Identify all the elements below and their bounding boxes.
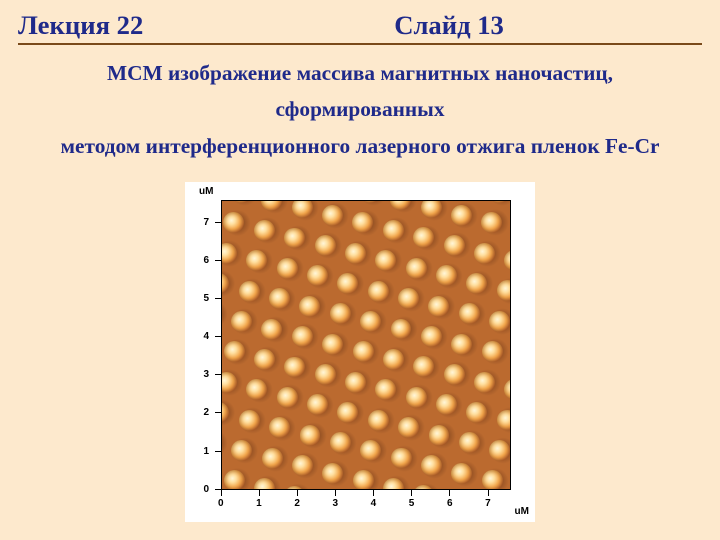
nanoparticle-dot — [421, 455, 442, 476]
slide: Лекция 22 Слайд 13 МСМ изображение масси… — [0, 0, 720, 540]
nanoparticle-dot — [459, 303, 480, 324]
nanoparticle-dot — [504, 379, 511, 400]
nanoparticle-dot — [322, 334, 343, 355]
nanoparticle-dot — [421, 326, 442, 347]
subtitle-line-1: МСМ изображение массива магнитных наноча… — [107, 61, 613, 121]
nanoparticle-dot — [262, 448, 283, 469]
nanoparticle-dot — [353, 470, 374, 489]
nanoparticle-dot — [315, 235, 336, 256]
x-tick-label: 1 — [256, 498, 262, 509]
x-tick-label: 0 — [218, 498, 224, 509]
nanoparticle-dot — [261, 319, 282, 340]
nanoparticle-dot — [239, 281, 260, 302]
nanoparticle-dot — [444, 364, 465, 385]
nanoparticle-dot — [277, 258, 298, 279]
y-tick-label: 1 — [203, 446, 209, 457]
x-tick-mark — [297, 490, 298, 496]
lattice-shade — [221, 301, 228, 328]
nanoparticle-dot — [292, 326, 313, 347]
y-tick-label: 7 — [203, 217, 209, 228]
nanoparticle-dot — [459, 432, 480, 453]
nanoparticle-dot — [292, 455, 313, 476]
nanoparticle-dot — [504, 250, 511, 271]
nanoparticle-dot — [482, 470, 503, 490]
y-tick-label: 0 — [203, 484, 209, 495]
y-tick-label: 3 — [203, 369, 209, 380]
x-tick-mark — [488, 490, 489, 496]
plot-area — [221, 200, 511, 490]
nanoparticle-dot — [360, 440, 381, 461]
mfm-figure: uM uM 0 1 2 3 4 5 6 7 0 1 2 3 4 5 6 7 — [185, 182, 535, 522]
nanoparticle-dot — [368, 410, 389, 431]
nanoparticle-dot — [482, 341, 503, 362]
nanoparticle-dot — [345, 243, 366, 264]
nanoparticle-dot — [489, 311, 510, 332]
nanoparticle-dot — [330, 303, 351, 324]
nanoparticle-dot — [322, 463, 343, 484]
nanoparticle-dot — [322, 205, 343, 226]
nanoparticle-dot — [406, 258, 427, 279]
nanoparticle-dot — [489, 440, 510, 461]
nanoparticle-dot — [428, 296, 449, 317]
nanoparticle-dot — [451, 463, 472, 484]
nanoparticle-dot — [451, 334, 472, 355]
nanoparticle-dot — [391, 448, 412, 469]
nanoparticle-dot — [383, 220, 404, 241]
x-tick-label: 6 — [447, 498, 453, 509]
slide-header: Лекция 22 Слайд 13 — [18, 10, 702, 45]
nanoparticle-dot — [451, 205, 472, 226]
nanoparticle-dot — [383, 349, 404, 370]
x-tick-mark — [221, 490, 222, 496]
x-tick-mark — [373, 490, 374, 496]
x-axis-ticks: 0 1 2 3 4 5 6 7 — [221, 490, 511, 514]
x-tick-label: 4 — [371, 498, 377, 509]
x-tick-label: 3 — [332, 498, 338, 509]
nanoparticle-dot — [474, 372, 495, 393]
lattice-shade — [221, 430, 228, 457]
y-axis-ticks: 01234567 — [185, 200, 221, 490]
nanoparticle-dot — [254, 349, 275, 370]
nanoparticle-dot — [224, 341, 245, 362]
y-tick-label: 5 — [203, 293, 209, 304]
nanoparticle-dot — [300, 425, 321, 446]
nanoparticle-dot — [429, 425, 450, 446]
figure-container: uM uM 0 1 2 3 4 5 6 7 0 1 2 3 4 5 6 7 — [18, 182, 702, 522]
x-axis-unit: uM — [515, 506, 529, 517]
x-tick-label: 5 — [409, 498, 415, 509]
nanoparticle-dot — [224, 470, 245, 489]
y-tick-label: 6 — [203, 255, 209, 266]
nanoparticle-dot — [474, 243, 495, 264]
nanoparticle-dot — [368, 281, 389, 302]
lecture-number: Лекция 22 — [18, 10, 394, 41]
nanoparticle-dot — [360, 311, 381, 332]
nanoparticle-dot — [444, 235, 465, 256]
x-tick-mark — [449, 490, 450, 496]
x-tick-mark — [411, 490, 412, 496]
x-tick-mark — [259, 490, 260, 496]
y-axis-unit: uM — [199, 186, 213, 197]
x-tick-mark — [335, 490, 336, 496]
slide-number: Слайд 13 — [394, 10, 702, 41]
y-tick-label: 2 — [203, 407, 209, 418]
nanoparticle-dot — [406, 387, 427, 408]
x-tick-label: 2 — [294, 498, 300, 509]
nanoparticle-dot — [239, 410, 260, 431]
nanoparticle-dot — [231, 311, 252, 332]
nanoparticle-dot — [254, 220, 275, 241]
nanoparticle-dot — [345, 372, 366, 393]
nanoparticle-dot — [353, 341, 374, 362]
nanoparticle-dot — [277, 387, 298, 408]
subtitle-line-2: методом интерференционного лазерного отж… — [61, 134, 660, 158]
slide-subtitle: МСМ изображение массива магнитных наноча… — [18, 55, 702, 164]
y-tick-label: 4 — [203, 331, 209, 342]
x-tick-label: 7 — [485, 498, 491, 509]
nanoparticle-dot — [315, 364, 336, 385]
